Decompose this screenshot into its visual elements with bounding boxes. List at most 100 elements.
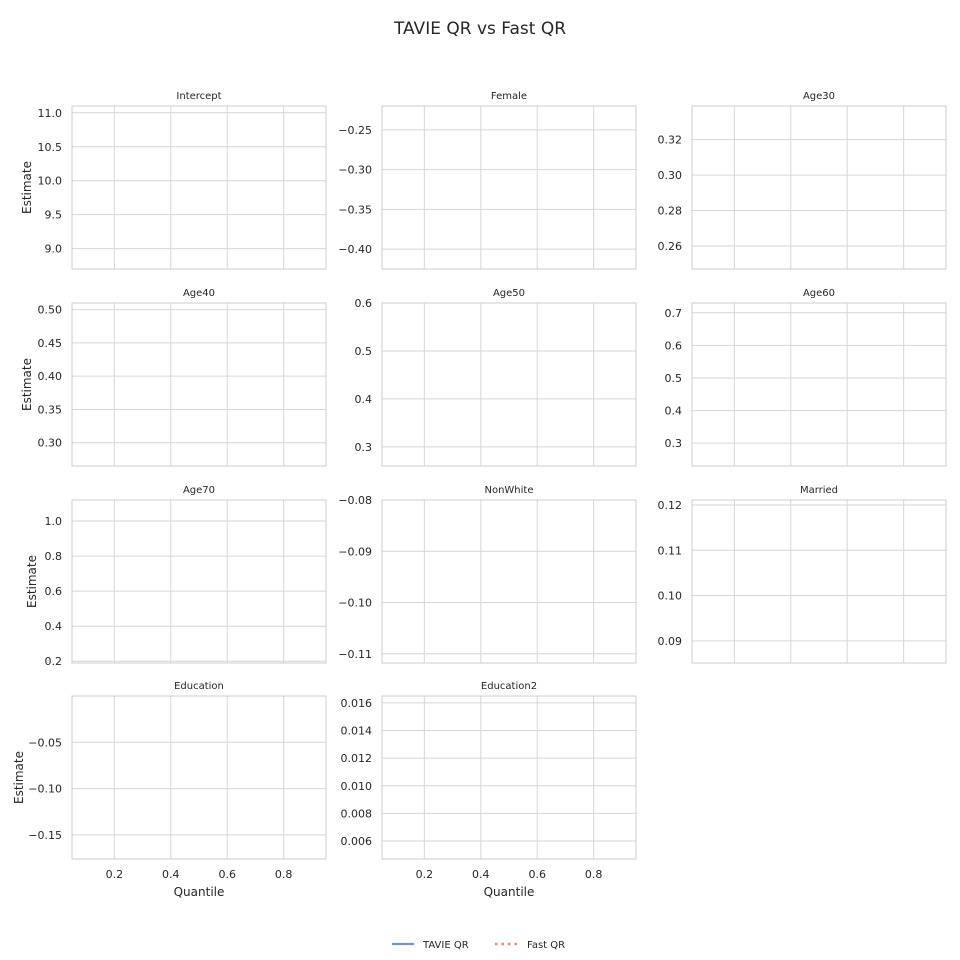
- y-tick-label: 0.10: [658, 590, 683, 603]
- y-tick-label: 0.45: [38, 337, 63, 350]
- y-tick-label: 0.30: [38, 437, 63, 450]
- panel-age40: 0.30 0.35 0.40 0.45 0.50 Age40 Estimate: [20, 288, 327, 467]
- y-tick-label: 11.0: [38, 107, 63, 120]
- y-tick-label: −0.05: [28, 736, 62, 749]
- panel-married: 0.09 0.10 0.11 0.12 Married: [658, 485, 947, 664]
- y-tick-label: 0.5: [355, 345, 373, 358]
- y-tick-label: 0.7: [665, 307, 683, 320]
- y-tick-label: −0.15: [28, 829, 62, 842]
- panel-frame: [71, 302, 327, 467]
- y-tick-label: 0.016: [341, 697, 373, 710]
- panel-female: −0.40 −0.35 −0.30 −0.25 Female: [338, 91, 637, 270]
- panel-intercept: 9.0 9.5 10.0 10.5 11.0 Intercept Estimate: [20, 91, 327, 270]
- x-tick-label: 0.2: [416, 868, 434, 881]
- x-tick-label: 0.8: [585, 868, 603, 881]
- y-tick-label: 0.3: [355, 441, 373, 454]
- y-tick-label: 0.6: [665, 339, 683, 352]
- y-tick-label: −0.09: [338, 545, 372, 558]
- panel-frame: [691, 499, 947, 664]
- panel-frame: [71, 105, 327, 270]
- y-tick-label: 0.28: [658, 205, 683, 218]
- panel-frame: [381, 302, 637, 467]
- x-tick-label: 0.8: [275, 868, 293, 881]
- y-tick-label: −0.10: [338, 597, 372, 610]
- y-tick-label: 0.4: [45, 620, 63, 633]
- y-tick-label: 0.014: [341, 725, 373, 738]
- y-tick-label: 0.2: [45, 655, 63, 668]
- y-axis-label: Estimate: [12, 751, 26, 804]
- y-tick-label: 0.6: [355, 297, 373, 310]
- y-tick-label: −0.40: [338, 243, 372, 256]
- y-tick-label: 0.30: [658, 169, 683, 182]
- x-tick-label: 0.4: [472, 868, 490, 881]
- panel-education2: 0.006 0.008 0.010 0.012 0.014 0.016 Education2…: [341, 681, 637, 899]
- panel-title: NonWhite: [484, 485, 533, 496]
- x-axis-label: Quantile: [484, 885, 535, 899]
- panel-title: Education: [174, 681, 224, 692]
- y-tick-label: −0.10: [28, 783, 62, 796]
- legend-label-tavie: TAVIE QR: [422, 940, 469, 951]
- y-tick-label: 0.4: [355, 393, 373, 406]
- y-tick-label: 0.008: [341, 807, 373, 820]
- panel-title: Intercept: [176, 91, 221, 102]
- y-tick-label: 9.0: [45, 243, 63, 256]
- panel-frame: [71, 695, 327, 860]
- y-tick-label: 0.006: [341, 835, 373, 848]
- legend-label-fastqr: Fast QR: [527, 940, 565, 951]
- panel-title: Education2: [481, 681, 537, 692]
- panel-frame: [381, 695, 637, 860]
- panel-age50: 0.3 0.4 0.5 0.6 Age50: [355, 288, 637, 467]
- y-tick-label: −0.30: [338, 164, 372, 177]
- y-tick-label: 0.50: [38, 304, 63, 317]
- x-tick-label: 0.4: [162, 868, 180, 881]
- y-tick-label: 0.4: [665, 405, 683, 418]
- panel-frame: [71, 499, 327, 664]
- panel-title: Age30: [803, 91, 835, 102]
- panel-grid: 9.0 9.5 10.0 10.5 11.0 Intercept Estimate −0.40…: [12, 91, 947, 899]
- panel-frame: [381, 499, 637, 664]
- panel-frame: [691, 105, 947, 270]
- panel-nonwhite: −0.11 −0.10 −0.09 −0.08 NonWhite: [338, 485, 637, 664]
- panel-title: Age50: [493, 288, 525, 299]
- chart-title: TAVIE QR vs Fast QR: [393, 19, 566, 39]
- y-tick-label: 0.3: [665, 437, 683, 450]
- y-axis-label: Estimate: [20, 161, 34, 214]
- panel-title: Age40: [183, 288, 215, 299]
- panel-age60: 0.3 0.4 0.5 0.6 0.7 Age60: [665, 288, 947, 467]
- panel-frame: [381, 105, 637, 270]
- panel-age30: 0.26 0.28 0.30 0.32 Age30: [658, 91, 947, 270]
- y-tick-label: 0.40: [38, 370, 63, 383]
- y-tick-label: 10.0: [38, 175, 63, 188]
- y-tick-label: 0.11: [658, 544, 683, 557]
- y-tick-label: 0.12: [658, 499, 683, 512]
- y-tick-label: 10.5: [38, 141, 63, 154]
- panel-title: Age70: [183, 485, 215, 496]
- panel-title: Age60: [803, 288, 835, 299]
- panel-education: −0.15 −0.10 −0.05 Education Estimate 0.2 0.4 0.…: [12, 681, 327, 899]
- x-axis-label: Quantile: [174, 885, 225, 899]
- y-tick-label: −0.11: [338, 648, 372, 661]
- y-tick-label: −0.25: [338, 124, 372, 137]
- x-tick-label: 0.6: [528, 868, 546, 881]
- y-tick-label: 9.5: [45, 209, 63, 222]
- y-axis-label: Estimate: [20, 358, 34, 411]
- y-tick-label: 0.8: [45, 550, 63, 563]
- y-tick-label: 0.012: [341, 752, 373, 765]
- y-tick-label: 0.010: [341, 780, 373, 793]
- x-tick-label: 0.2: [106, 868, 124, 881]
- y-tick-label: 1.0: [45, 515, 63, 528]
- y-tick-label: −0.08: [338, 494, 372, 507]
- y-tick-label: 0.6: [45, 585, 63, 598]
- legend: TAVIE QR Fast QR: [392, 940, 565, 951]
- y-tick-label: 0.32: [658, 134, 683, 147]
- y-tick-label: 0.35: [38, 403, 63, 416]
- x-tick-label: 0.6: [218, 868, 236, 881]
- panel-frame: [691, 302, 947, 467]
- y-axis-label: Estimate: [25, 555, 39, 608]
- panel-title: Female: [491, 91, 527, 102]
- y-tick-label: 0.26: [658, 240, 683, 253]
- y-tick-label: 0.5: [665, 372, 683, 385]
- panel-age70: 0.2 0.4 0.6 0.8 1.0 Age70 Estimate: [25, 485, 327, 668]
- y-tick-label: 0.09: [658, 635, 683, 648]
